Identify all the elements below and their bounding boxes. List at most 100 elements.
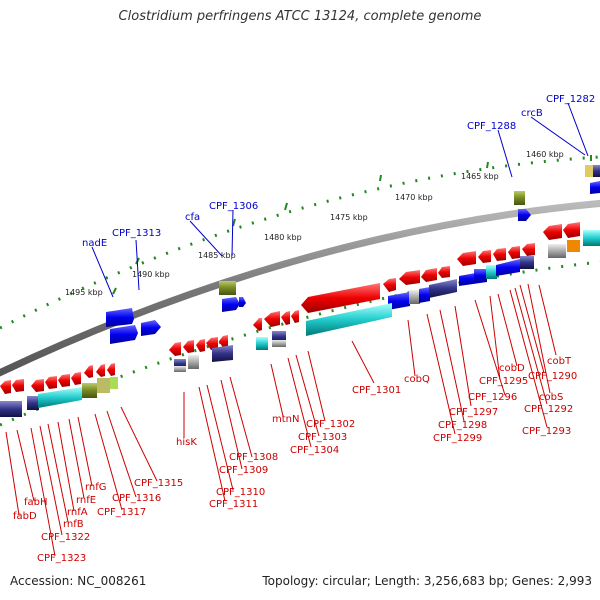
callout-line: [474, 299, 506, 396]
gene-feature: [496, 259, 520, 276]
callout-line: [514, 287, 548, 405]
gene-feature: [45, 376, 57, 389]
gene-feature: [522, 243, 535, 256]
gene-label-CPF_1309: CPF_1309: [219, 465, 268, 476]
gene-feature: [429, 279, 457, 298]
gene-feature: [219, 335, 228, 348]
gene-feature: [548, 244, 566, 258]
gene-label-CPF_1295: CPF_1295: [479, 376, 528, 387]
callout-line: [16, 429, 35, 502]
gene-label-CPF_1322: CPF_1322: [41, 532, 90, 543]
gene-crcB: [590, 181, 600, 194]
gene-label-CPF_1316: CPF_1316: [112, 493, 161, 504]
callout-line: [527, 283, 551, 394]
gene-label-rnfA: rnfA: [67, 507, 88, 518]
gene-feature: [520, 256, 534, 269]
gene-label-CPF_1323: CPF_1323: [37, 553, 86, 564]
scale-label: 1460 kbp: [526, 150, 564, 159]
gene-feature: [188, 355, 199, 369]
callout-line: [68, 418, 85, 499]
gene-label-CPF_1308: CPF_1308: [229, 452, 278, 463]
scale-label: 1490 kbp: [132, 270, 170, 279]
gene-feature: [474, 269, 487, 282]
map-title: Clostridium perfringens ATCC 13124, comp…: [118, 9, 482, 24]
gene-CPF_1282b: [593, 165, 600, 177]
gene-feature: [457, 251, 476, 266]
gene-feature: [486, 265, 497, 279]
gene-label-cobQ: cobQ: [404, 374, 430, 385]
gene-label-CPF_1303: CPF_1303: [298, 432, 347, 443]
callout-line: [407, 319, 416, 377]
gene-feature: [306, 303, 392, 336]
gene-feature: [264, 311, 280, 327]
gene-feature: [421, 268, 437, 282]
gene-label-mtnN: mtnN: [272, 414, 299, 425]
gene-label-nadE: nadE: [82, 238, 107, 249]
gene-label-crcB: crcB: [521, 108, 543, 119]
gene-feature: [212, 345, 233, 362]
scale-labels: 1460 kbp 1465 kbp 1470 kbp 1475 kbp 1480…: [65, 150, 564, 297]
gene-feature: [388, 292, 410, 310]
gene-label-rnfE: rnfE: [76, 495, 96, 506]
callout-line: [454, 305, 472, 407]
gene-feature: [253, 318, 262, 331]
gene-label-CPF_1298: CPF_1298: [438, 420, 487, 431]
callout-line: [287, 357, 312, 448]
gene-label-CPF_1304: CPF_1304: [290, 445, 339, 456]
gene-feature: [97, 378, 110, 393]
callout-line: [284, 202, 288, 211]
callout-line: [106, 410, 137, 498]
callout-line: [497, 129, 513, 178]
callout-line: [135, 239, 140, 291]
gene-CPF_1288: [514, 191, 525, 205]
scale-label: 1475 kbp: [330, 213, 368, 222]
gene-label-CPF_1288: CPF_1288: [467, 121, 516, 132]
callout-line: [120, 406, 158, 482]
gene-label-CPF_1292: CPF_1292: [524, 404, 573, 415]
gene-label-cobS: cobS: [539, 392, 563, 403]
gene-feature: [438, 266, 450, 278]
gene-label-CPF_1299: CPF_1299: [433, 433, 482, 444]
genome-summary-text: Topology: circular; Length: 3,256,683 bp…: [262, 574, 592, 588]
callout-line: [567, 102, 589, 157]
callout-line: [307, 350, 326, 422]
gene-feature: [38, 387, 82, 408]
gene-feature: [196, 339, 205, 352]
scale-label: 1470 kbp: [395, 193, 433, 202]
gene-feature: [281, 311, 290, 325]
outer-gene-labels: CPF_1282 crcB CPF_1288 CPF_1306 cfa CPF_…: [82, 94, 595, 249]
gene-feature: [96, 364, 105, 377]
gene-feature: [183, 340, 194, 353]
gene-CPF_1313: [141, 320, 161, 336]
gene-label-CPF_1313: CPF_1313: [112, 228, 161, 239]
callout-line: [229, 376, 253, 458]
callout-line: [530, 116, 586, 156]
gene-feature: [563, 222, 580, 238]
gene-feature: [107, 363, 115, 376]
callout-line: [351, 340, 375, 384]
gene-nadE-b: [110, 325, 138, 344]
callout-line: [39, 425, 63, 536]
gene-cfa: [222, 297, 240, 312]
gene-feature: [82, 383, 97, 398]
gene-feature: [0, 380, 11, 394]
callout-line: [439, 309, 465, 422]
gene-feature: [567, 240, 580, 252]
gene-label-rnfG: rnfG: [85, 482, 107, 493]
gene-label-CPF_1311: CPF_1311: [209, 499, 258, 510]
gene-feature: [206, 337, 218, 350]
gene-label-hisK: hisK: [176, 437, 197, 448]
callout-line: [5, 431, 20, 516]
gene-label-CPF_1306: CPF_1306: [209, 201, 258, 212]
gene-feature: [419, 287, 430, 303]
inner-gene-labels: cobT cobS CPF_1290 CPF_1292 CPF_1293 cob…: [13, 356, 577, 564]
gene-feature: [12, 379, 24, 392]
gene-feature: [478, 250, 491, 263]
inner-callouts: [5, 283, 557, 557]
gene-label-CPF_1301: CPF_1301: [352, 385, 401, 396]
gene-label-CPF_1310: CPF_1310: [216, 487, 265, 498]
callout-line: [497, 293, 518, 367]
gene-feature: [0, 401, 22, 417]
callout-line: [57, 421, 75, 512]
